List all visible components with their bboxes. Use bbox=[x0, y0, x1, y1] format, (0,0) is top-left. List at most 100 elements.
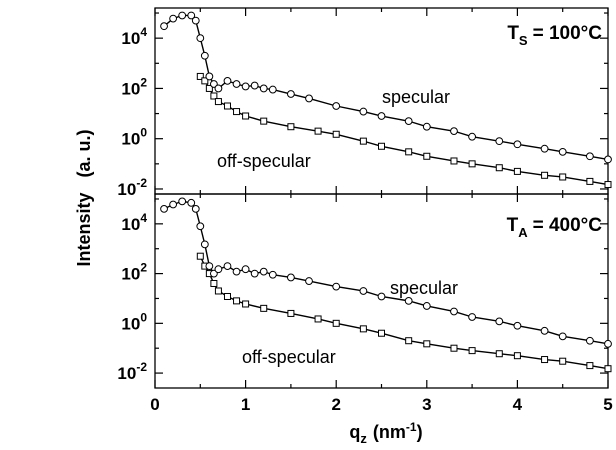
data-point-specular bbox=[250, 81, 259, 90]
panel-top-specular-series bbox=[160, 11, 612, 164]
data-point-off-specular bbox=[332, 319, 340, 327]
data-point-specular bbox=[187, 11, 196, 20]
data-point-specular bbox=[205, 262, 214, 271]
data-point-off-specular bbox=[513, 167, 521, 175]
y-tick-label: 104 bbox=[121, 25, 147, 48]
data-point-specular bbox=[205, 72, 214, 81]
x-tick-label: 1 bbox=[241, 395, 250, 414]
data-point-off-specular bbox=[332, 130, 340, 138]
data-point-specular bbox=[377, 112, 386, 120]
x-axis-subscript: z bbox=[360, 431, 367, 446]
data-point-specular bbox=[604, 339, 612, 348]
data-point-specular bbox=[495, 317, 504, 326]
panel-bottom-ticks bbox=[154, 194, 609, 388]
data-point-off-specular bbox=[196, 72, 204, 80]
data-point-specular bbox=[540, 326, 549, 335]
y-tick-label: 10-2 bbox=[117, 360, 147, 383]
data-point-specular bbox=[332, 102, 341, 110]
data-point-off-specular bbox=[378, 329, 385, 337]
panel-top-off-specular-series bbox=[196, 72, 612, 189]
data-point-specular bbox=[359, 107, 368, 116]
data-point-specular bbox=[259, 84, 268, 93]
data-point-specular bbox=[422, 302, 431, 310]
data-point-specular bbox=[169, 200, 178, 209]
data-point-specular bbox=[187, 198, 196, 207]
data-point-off-specular bbox=[586, 177, 594, 185]
data-point-specular bbox=[513, 140, 522, 149]
data-point-off-specular bbox=[405, 337, 413, 345]
data-point-off-specular bbox=[242, 112, 250, 120]
data-point-specular bbox=[160, 22, 168, 31]
y-tick-label: 104 bbox=[121, 211, 147, 234]
x-tick-label: 5 bbox=[603, 395, 612, 414]
data-point-off-specular bbox=[495, 350, 503, 358]
data-point-specular bbox=[178, 11, 187, 20]
panel-bottom-label-symbol: T bbox=[507, 215, 519, 236]
data-point-specular bbox=[209, 80, 218, 88]
data-point-specular bbox=[200, 51, 209, 60]
data-point-off-specular bbox=[513, 352, 521, 360]
data-point-off-specular bbox=[559, 357, 567, 365]
data-point-specular bbox=[422, 122, 431, 131]
x-axis-title: qz (nm-1) bbox=[349, 420, 422, 446]
data-point-specular bbox=[223, 76, 232, 85]
y-tick-label: 10-2 bbox=[117, 176, 147, 199]
data-point-specular bbox=[359, 287, 368, 295]
panel-bottom-off-specular-series bbox=[196, 252, 612, 373]
data-point-specular bbox=[232, 267, 241, 276]
y-tick-label: 100 bbox=[121, 126, 147, 149]
data-point-off-specular bbox=[541, 171, 549, 179]
data-point-off-specular bbox=[468, 347, 476, 355]
data-point-off-specular bbox=[260, 117, 268, 125]
panel-bottom-specular-annotation: specular bbox=[390, 278, 458, 298]
data-point-specular bbox=[287, 90, 295, 98]
panel-top-label: TS = 100°C bbox=[507, 23, 602, 48]
data-point-specular bbox=[377, 292, 386, 301]
data-point-off-specular bbox=[223, 102, 231, 110]
data-point-specular bbox=[191, 204, 200, 213]
data-point-off-specular bbox=[314, 315, 322, 323]
data-point-off-specular bbox=[559, 173, 567, 181]
panel-top-label-symbol: T bbox=[507, 23, 519, 44]
data-point-specular bbox=[241, 82, 250, 91]
data-point-off-specular bbox=[604, 181, 612, 189]
data-point-off-specular bbox=[205, 84, 213, 92]
data-point-off-specular bbox=[214, 287, 222, 295]
data-point-specular bbox=[214, 265, 223, 274]
data-point-specular bbox=[513, 321, 522, 330]
x-tick-label: 3 bbox=[422, 395, 431, 414]
data-point-specular bbox=[259, 267, 268, 276]
x-axis-symbol: q bbox=[349, 422, 360, 442]
data-point-specular bbox=[232, 80, 241, 88]
data-point-specular bbox=[160, 204, 168, 213]
panel-bottom: 104 102 100 10-2 TA = 400°C specular off-spe… bbox=[117, 193, 612, 389]
data-point-off-specular bbox=[423, 340, 431, 348]
data-point-off-specular bbox=[214, 98, 222, 106]
data-point-specular bbox=[558, 147, 567, 156]
panel-top-specular-annotation: specular bbox=[382, 87, 450, 107]
panel-top-label-subscript: S bbox=[519, 33, 528, 48]
data-point-specular bbox=[604, 155, 612, 164]
data-point-specular bbox=[468, 132, 477, 141]
panel-top-y-tick-labels: 104 102 100 10-2 bbox=[117, 25, 147, 199]
data-point-specular bbox=[250, 269, 259, 278]
data-point-specular bbox=[196, 34, 205, 43]
data-point-off-specular bbox=[210, 92, 218, 100]
data-point-specular bbox=[558, 332, 567, 341]
panel-top-label-value: = 100°C bbox=[533, 23, 603, 44]
data-point-specular bbox=[223, 262, 232, 271]
panel-bottom-y-tick-labels: 104 102 100 10-2 bbox=[117, 211, 147, 383]
data-point-off-specular bbox=[405, 148, 413, 156]
data-point-specular bbox=[450, 127, 458, 136]
data-point-off-specular bbox=[260, 304, 268, 312]
panel-top-ticks bbox=[154, 8, 609, 194]
x-axis-unit-exponent: -1 bbox=[406, 420, 417, 434]
x-axis-unit-suffix: ) bbox=[417, 422, 423, 442]
data-point-specular bbox=[404, 117, 413, 126]
data-point-off-specular bbox=[223, 292, 231, 300]
data-point-specular bbox=[191, 16, 200, 25]
data-point-off-specular bbox=[450, 344, 458, 352]
data-point-specular bbox=[169, 14, 178, 23]
panel-top-off-specular-annotation: off-specular bbox=[217, 151, 311, 171]
